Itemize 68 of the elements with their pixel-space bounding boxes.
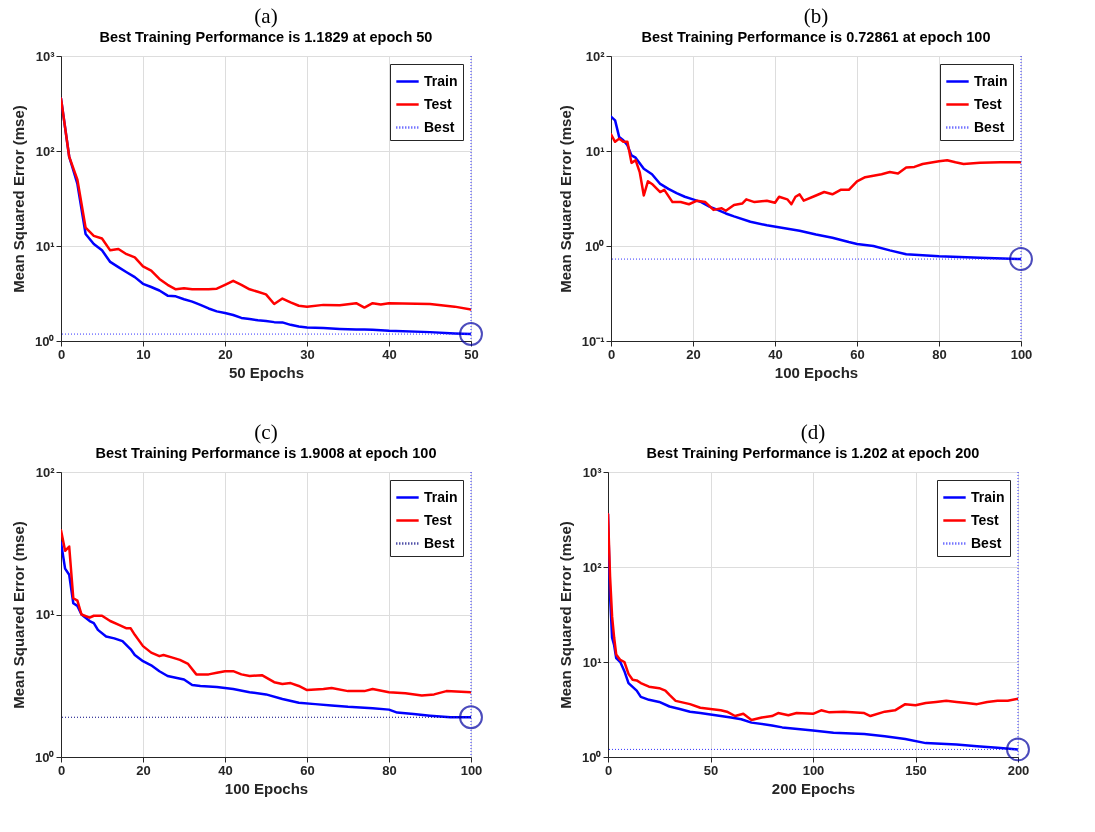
x-tick-label: 0 — [57, 762, 66, 778]
y-tick-label: 10⁰ — [35, 333, 55, 349]
chart-title: (d) — [800, 419, 826, 444]
x-tick-label: 100 — [1010, 346, 1033, 362]
y-tick-label: 10⁰ — [582, 749, 602, 765]
legend-label: Best — [974, 118, 1005, 135]
chart-subtitle: Best Training Performance is 1.202 at epoch 200 — [646, 444, 980, 461]
x-tick-label: 80 — [932, 346, 947, 362]
x-tick-label: 80 — [382, 762, 397, 778]
y-tick-label: 10² — [35, 143, 56, 159]
x-axis-title: 100 Epochs — [774, 363, 859, 381]
y-axis-title: Mean Squared Error (mse) — [556, 105, 574, 293]
chart-subtitle: Best Training Performance is 1.1829 at epoch 50 — [99, 28, 433, 45]
x-tick-label: 10 — [136, 346, 151, 362]
legend-label: Best — [424, 534, 455, 551]
y-tick-label: 10¹ — [585, 143, 605, 159]
legend-label: Train — [974, 72, 1008, 89]
x-tick-label: 0 — [607, 346, 616, 362]
chart-title: (c) — [254, 419, 278, 444]
x-tick-label: 150 — [905, 762, 927, 778]
chart-title: (b) — [803, 3, 829, 28]
x-tick-label: 40 — [768, 346, 783, 362]
y-tick-label: 10⁻¹ — [581, 333, 605, 349]
legend-label: Train — [424, 488, 458, 505]
x-tick-label: 60 — [300, 762, 315, 778]
y-tick-label: 10¹ — [35, 607, 55, 622]
x-tick-label: 20 — [136, 762, 151, 778]
legend-label: Test — [424, 511, 453, 528]
legend-label: Best — [424, 118, 455, 135]
x-tick-label: 60 — [850, 346, 865, 362]
legend-label: Best — [971, 534, 1002, 551]
x-tick-label: 50 — [464, 346, 479, 362]
y-tick-label: 10² — [35, 464, 56, 480]
legend-label: Train — [424, 72, 458, 89]
y-axis-title: Mean Squared Error (mse) — [10, 105, 28, 293]
x-tick-label: 20 — [218, 346, 233, 362]
legend-label: Test — [974, 95, 1003, 112]
y-tick-label: 10³ — [582, 464, 603, 480]
chart-title: (a) — [254, 3, 278, 28]
legend-label: Test — [971, 511, 1000, 528]
x-axis-title: 100 Epochs — [224, 779, 309, 797]
y-tick-label: 10¹ — [582, 654, 602, 670]
y-tick-label: 10³ — [35, 48, 56, 64]
line-series — [611, 133, 1021, 212]
x-tick-label: 30 — [300, 346, 315, 362]
x-tick-label: 0 — [57, 346, 66, 362]
y-tick-label: 10² — [585, 48, 606, 64]
y-tick-label: 10⁰ — [35, 749, 55, 765]
y-tick-label: 10¹ — [35, 238, 55, 254]
x-tick-label: 200 — [1007, 762, 1030, 778]
line-series — [61, 529, 471, 697]
x-tick-label: 40 — [218, 762, 233, 778]
x-tick-label: 100 — [460, 762, 483, 778]
chart-subtitle: Best Training Performance is 1.9008 at epoch 100 — [95, 444, 437, 461]
x-tick-label: 50 — [703, 762, 719, 778]
x-tick-label: 0 — [604, 762, 613, 778]
legend-label: Train — [971, 488, 1005, 505]
x-axis-title: 50 Epochs — [228, 363, 305, 381]
x-tick-label: 100 — [802, 762, 825, 778]
y-axis-title: Mean Squared Error (mse) — [557, 521, 575, 709]
legend-label: Test — [424, 95, 453, 112]
chart-subtitle: Best Training Performance is 0.72861 at epoch 100 — [641, 28, 991, 45]
y-tick-label: 10⁰ — [585, 238, 605, 254]
x-axis-title: 200 Epochs — [771, 779, 856, 797]
x-tick-label: 40 — [382, 346, 397, 362]
y-tick-label: 10² — [582, 559, 603, 575]
x-tick-label: 20 — [686, 346, 701, 362]
y-axis-title: Mean Squared Error (mse) — [10, 521, 28, 709]
